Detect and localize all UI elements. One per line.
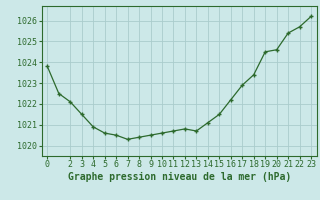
X-axis label: Graphe pression niveau de la mer (hPa): Graphe pression niveau de la mer (hPa) xyxy=(68,172,291,182)
